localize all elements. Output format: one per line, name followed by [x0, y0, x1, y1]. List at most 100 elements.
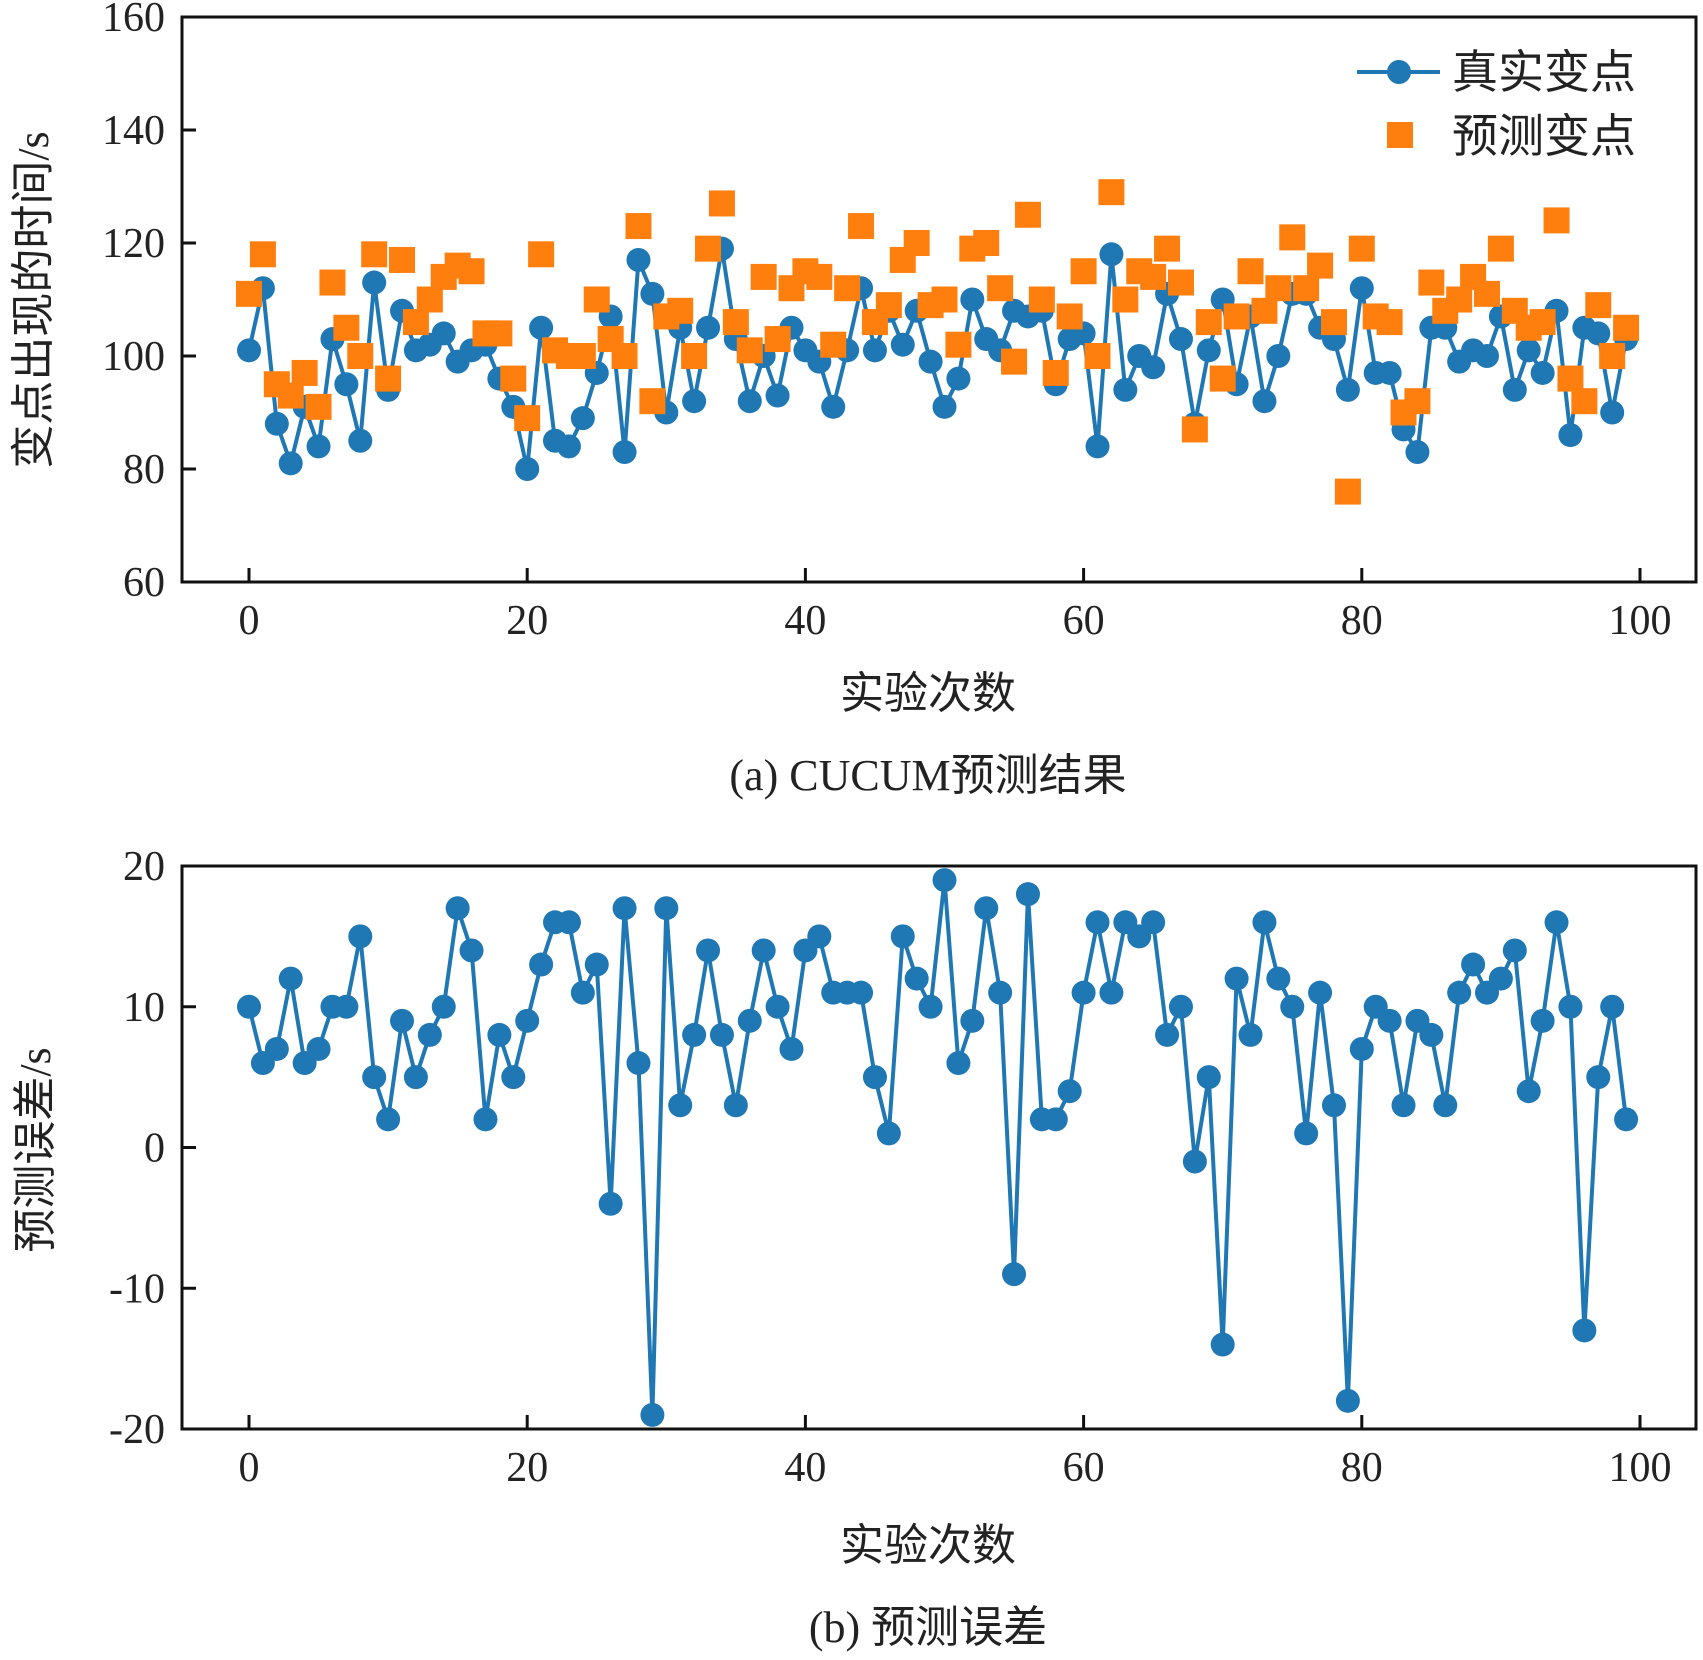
- data-point-square: [1404, 388, 1431, 415]
- data-point-square: [305, 393, 332, 420]
- y-tick-label: 80: [123, 447, 165, 493]
- legend-label-true: 真实变点: [1452, 47, 1636, 98]
- data-point: [1099, 980, 1124, 1005]
- data-point-square: [848, 213, 875, 240]
- data-point: [1099, 242, 1124, 267]
- data-point: [918, 349, 943, 374]
- data-point-square: [1599, 343, 1626, 369]
- data-point: [1461, 952, 1486, 977]
- data-point-square: [625, 213, 652, 240]
- axis-ticks-a: 0 20 40 60 80 100 60 80 100 120 140 160: [102, 0, 1672, 644]
- data-point-square: [1042, 359, 1069, 386]
- data-point-square: [1334, 478, 1361, 505]
- data-point-square: [236, 280, 262, 307]
- data-point: [1266, 344, 1291, 368]
- data-point-square: [1487, 235, 1514, 262]
- data-point: [765, 994, 790, 1019]
- data-point: [946, 366, 971, 391]
- chart-a: 0 20 40 60 80 100 60 80 100 120 140 160 实验次数 变点出现的时…: [9, 0, 1698, 800]
- data-point: [1502, 377, 1527, 402]
- data-point-square: [1446, 286, 1473, 313]
- x-tick-label: 60: [1063, 598, 1105, 644]
- data-point-square: [1070, 258, 1097, 285]
- data-point: [1335, 1388, 1360, 1413]
- data-point-square: [514, 405, 541, 432]
- plot-area-b: [180, 864, 1698, 1431]
- data-point: [515, 1008, 540, 1033]
- data-point: [556, 910, 581, 935]
- data-point-square: [375, 365, 402, 392]
- data-point-square: [389, 246, 416, 273]
- data-point-square: [750, 263, 777, 290]
- data-point-square: [1251, 297, 1278, 324]
- data-point: [1057, 1079, 1082, 1104]
- data-point-square: [1293, 275, 1320, 302]
- legend-marker-pred: [1387, 122, 1413, 148]
- caption-a: (a) CUCUM预测结果: [729, 751, 1126, 800]
- data-point-square: [1098, 179, 1125, 206]
- data-point: [1141, 355, 1166, 380]
- legend: 真实变点 预测变点: [1357, 47, 1636, 162]
- data-point: [1238, 1022, 1263, 1047]
- data-point: [1614, 1107, 1639, 1132]
- data-point-square: [695, 235, 722, 262]
- data-point-square: [1376, 309, 1403, 336]
- data-point: [473, 1107, 498, 1132]
- data-point: [1335, 377, 1360, 402]
- data-point: [737, 1008, 762, 1033]
- data-point: [431, 321, 456, 346]
- data-point: [1168, 994, 1193, 1019]
- data-point: [1474, 344, 1499, 368]
- data-point: [640, 281, 665, 306]
- data-point-square: [347, 343, 374, 369]
- data-point-square: [931, 286, 958, 313]
- data-point: [1252, 910, 1277, 935]
- data-point: [640, 1402, 665, 1427]
- data-point: [723, 1093, 748, 1118]
- data-point: [1405, 440, 1430, 465]
- data-point-square: [1279, 224, 1306, 251]
- data-point: [1349, 1036, 1374, 1061]
- data-point: [264, 1036, 289, 1061]
- x-tick-label: 40: [784, 598, 826, 644]
- data-point: [807, 924, 832, 949]
- data-point: [876, 1121, 901, 1146]
- data-point: [417, 1022, 442, 1047]
- data-point: [348, 428, 373, 453]
- data-point-square: [1529, 309, 1556, 336]
- data-point: [278, 451, 303, 476]
- data-point-square: [945, 331, 972, 358]
- data-point: [403, 1065, 428, 1090]
- y-tick-label: 120: [102, 221, 165, 267]
- data-point-square: [973, 230, 1000, 256]
- legend-label-pred: 预测变点: [1452, 111, 1636, 162]
- y-tick-label: 160: [102, 0, 165, 41]
- data-point-square: [1320, 309, 1347, 336]
- x-axis-label-a: 实验次数: [840, 669, 1016, 718]
- data-point: [1196, 338, 1221, 363]
- data-point: [1085, 434, 1110, 459]
- y-tick-label: 10: [123, 985, 165, 1031]
- data-point: [890, 924, 915, 949]
- data-point: [1155, 1022, 1180, 1047]
- y-axis-label-a: 变点出现的时间/s: [9, 131, 58, 468]
- data-point: [306, 434, 331, 459]
- data-point-square: [708, 190, 735, 217]
- data-point: [1141, 910, 1166, 935]
- data-point-square: [875, 292, 902, 319]
- data-point: [1043, 1107, 1068, 1132]
- data-point: [306, 1036, 331, 1061]
- data-point-square: [1167, 269, 1194, 296]
- data-point-square: [1056, 303, 1083, 330]
- data-point: [849, 980, 874, 1005]
- data-point: [988, 980, 1013, 1005]
- data-marks-b: [237, 868, 1639, 1427]
- data-point: [932, 394, 957, 419]
- data-point-square: [820, 331, 847, 358]
- data-point: [862, 1065, 887, 1090]
- data-point-square: [722, 309, 749, 336]
- x-tick-label: 100: [1609, 1445, 1672, 1491]
- y-tick-label: 100: [102, 334, 165, 380]
- data-point: [445, 896, 470, 921]
